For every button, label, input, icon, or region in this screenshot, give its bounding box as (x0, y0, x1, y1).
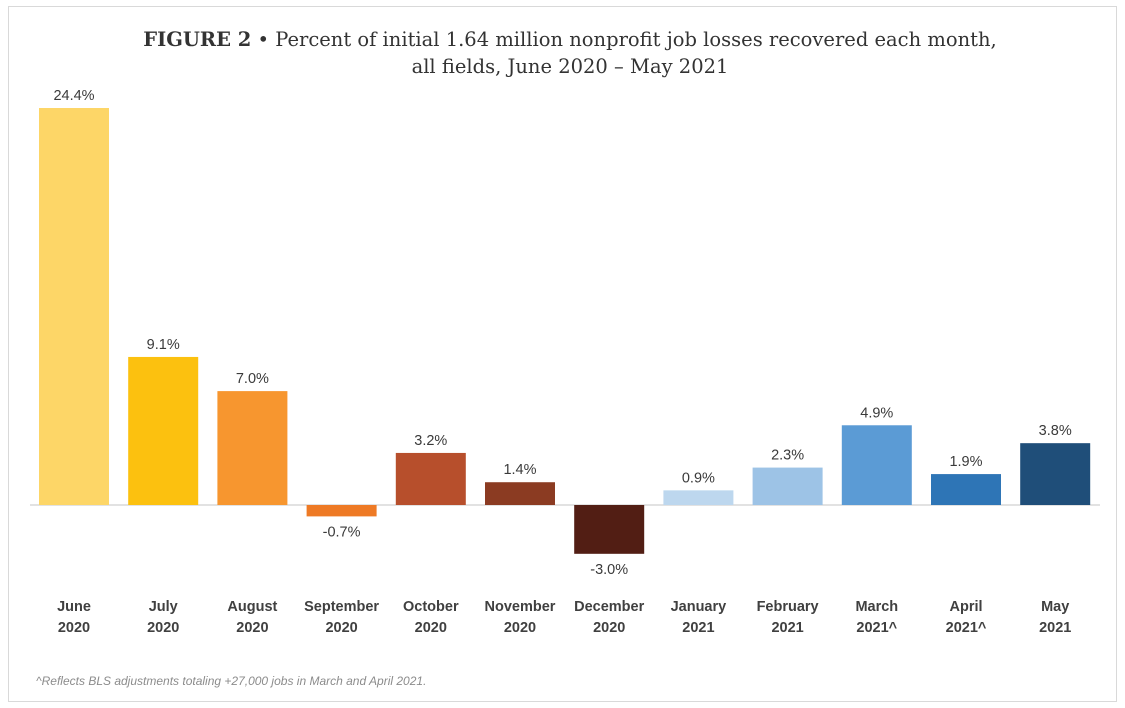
data-label: 7.0% (236, 371, 269, 387)
figure-frame (8, 6, 1117, 702)
category-label: 2020 (504, 620, 536, 636)
category-label: 2021 (771, 620, 803, 636)
bar (306, 505, 377, 517)
category-label: February (757, 599, 819, 615)
category-label: 2021 (682, 620, 714, 636)
bar (574, 505, 645, 554)
data-label: 4.9% (860, 405, 893, 421)
title-separator: • (257, 28, 270, 51)
category-label: January (671, 599, 727, 615)
category-label: 2020 (236, 620, 268, 636)
footnote: ^Reflects BLS adjustments totaling +27,0… (36, 674, 427, 688)
category-label: 2020 (325, 620, 357, 636)
data-label: 3.2% (414, 433, 447, 449)
category-label: November (485, 599, 556, 615)
bar (1020, 443, 1091, 505)
category-label: May (1041, 599, 1069, 615)
data-label: -0.7% (323, 524, 361, 540)
category-label: April (949, 599, 982, 615)
bar (217, 391, 288, 505)
category-label: 2021^ (856, 620, 897, 636)
category-label: 2020 (147, 620, 179, 636)
bar (931, 474, 1001, 505)
bar (128, 356, 199, 505)
data-label: 3.8% (1039, 423, 1072, 439)
category-label: September (304, 599, 379, 615)
title-text: Percent of initial 1.64 million nonprofi… (275, 28, 997, 78)
bar (663, 490, 734, 505)
data-label: 24.4% (53, 88, 94, 104)
data-label: 0.9% (682, 470, 715, 486)
data-label: 9.1% (147, 337, 180, 353)
figure-label: FIGURE 2 (143, 28, 252, 51)
data-label: 1.4% (503, 462, 536, 478)
category-label: July (149, 599, 178, 615)
category-label: 2020 (593, 620, 625, 636)
bar (841, 425, 912, 505)
bar (752, 467, 823, 505)
bar (39, 108, 109, 506)
category-label: December (574, 599, 644, 615)
category-label: 2021^ (946, 620, 987, 636)
data-label: -3.0% (590, 562, 628, 578)
category-label: August (227, 599, 277, 615)
category-label: 2020 (415, 620, 447, 636)
bar (395, 452, 466, 505)
data-label: 2.3% (771, 448, 804, 464)
category-label: March (855, 599, 898, 615)
data-label: 1.9% (949, 454, 982, 470)
chart-title: FIGURE 2 • Percent of initial 1.64 milli… (130, 26, 1010, 80)
category-label: June (57, 599, 91, 615)
bar (485, 482, 555, 505)
category-label: 2021 (1039, 620, 1071, 636)
category-label: 2020 (58, 620, 90, 636)
category-label: October (403, 599, 459, 615)
